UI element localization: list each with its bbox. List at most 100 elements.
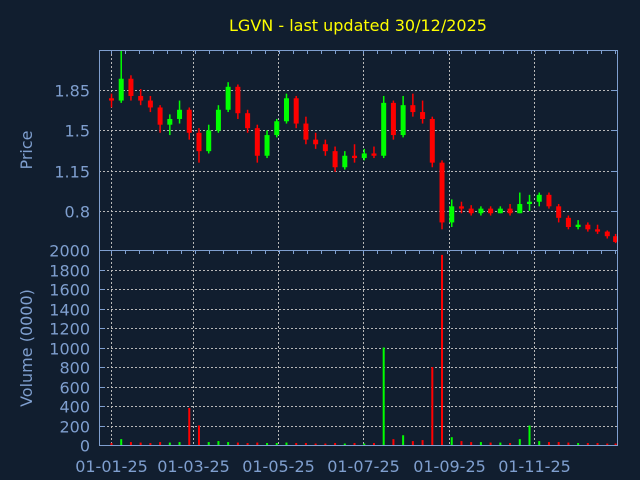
- candle-body: [613, 236, 619, 242]
- volume-bar: [470, 442, 473, 445]
- candle-body: [507, 208, 513, 214]
- candle-body: [167, 118, 173, 125]
- volume-tick-label: 200: [59, 418, 90, 437]
- candle-body: [128, 78, 134, 96]
- volume-bar: [586, 443, 589, 445]
- price-tick-label: 0.8: [65, 203, 90, 222]
- candle-body: [488, 208, 494, 214]
- volume-bar: [178, 442, 181, 445]
- volume-bar: [450, 437, 453, 445]
- candle-body: [283, 98, 289, 122]
- candle-body: [225, 86, 231, 110]
- candle-body: [410, 105, 416, 113]
- volume-bar: [547, 442, 550, 445]
- volume-panel-frame: [99, 250, 618, 446]
- volume-tick-label: 1600: [49, 281, 90, 300]
- volume-bar: [402, 435, 405, 445]
- candle-body: [138, 95, 144, 101]
- chart-title: LGVN - last updated 30/12/2025: [229, 16, 487, 35]
- axes: 01-01-25 01-03-25 01-05-25 01-07-25 01-09-25…: [49, 50, 618, 476]
- volume-bar: [372, 443, 375, 445]
- candle-body: [274, 121, 280, 136]
- candle-body: [420, 112, 426, 119]
- candle-body: [371, 153, 377, 156]
- candle-body: [264, 135, 270, 156]
- volume-bar: [295, 443, 298, 445]
- x-tick-label: 01-07-25: [327, 457, 400, 476]
- candle-body: [254, 128, 260, 156]
- candle-body: [439, 162, 445, 223]
- candle-body: [497, 208, 503, 214]
- volume-tick-label: 400: [59, 398, 90, 417]
- volume-bar: [275, 443, 278, 445]
- volume-tick-label: 1200: [49, 320, 90, 339]
- volume-tick-label: 800: [59, 359, 90, 378]
- candle-body: [206, 130, 212, 152]
- volume-bar: [149, 443, 152, 445]
- volume-bar: [567, 442, 570, 445]
- volume-bar: [227, 442, 230, 445]
- candle-body: [604, 231, 610, 237]
- candle-body: [585, 224, 591, 230]
- volume-bar: [538, 441, 541, 445]
- volume-bar: [411, 441, 414, 445]
- candle-body: [235, 86, 241, 114]
- volume-tick-label: 1400: [49, 301, 90, 320]
- volume-bar: [324, 443, 327, 445]
- candle-body: [565, 217, 571, 228]
- volume-bar: [382, 347, 385, 445]
- volume-tick-label: 600: [59, 379, 90, 398]
- volume-bar: [557, 442, 560, 445]
- candle-body: [556, 206, 562, 218]
- candle-body: [293, 98, 299, 124]
- candle-body: [400, 105, 406, 136]
- candle-body: [381, 102, 387, 156]
- volume-bar: [285, 442, 288, 445]
- volume-bar: [392, 439, 395, 445]
- candle-body: [595, 229, 601, 232]
- volume-bar: [188, 407, 191, 445]
- x-tick-label: 01-01-25: [75, 457, 148, 476]
- volume-bar: [139, 442, 142, 445]
- candles: [108, 50, 619, 244]
- candle-body: [352, 155, 358, 159]
- volume-bar: [577, 443, 580, 445]
- candle-body: [118, 78, 124, 101]
- volume-bar: [606, 443, 609, 445]
- volume-bar: [129, 442, 132, 445]
- candle-body: [361, 153, 367, 159]
- price-panel-frame: [99, 50, 618, 251]
- volume-bar: [353, 443, 356, 445]
- candle-body: [458, 206, 464, 209]
- x-tick-label: 01-09-25: [413, 457, 486, 476]
- volume-bar: [334, 443, 337, 445]
- price-tick-label: 1.15: [54, 163, 90, 182]
- volume-bar: [614, 443, 617, 445]
- candle-body: [449, 206, 455, 223]
- price-tick-label: 1.5: [65, 122, 90, 141]
- volume-bar: [207, 442, 210, 445]
- volume-tick-label: 2000: [49, 242, 90, 261]
- price-axis-label: Price: [17, 130, 36, 169]
- volume-bar: [159, 442, 162, 445]
- volume-bar: [197, 425, 200, 445]
- volume-bar: [460, 441, 463, 445]
- volume-bar: [120, 439, 123, 445]
- x-tick-label: 01-05-25: [242, 457, 315, 476]
- candle-body: [322, 144, 328, 152]
- volume-bar: [236, 442, 239, 445]
- volume-bar: [217, 441, 220, 445]
- candle-body: [342, 155, 348, 168]
- volume-bar: [110, 443, 113, 445]
- price-tick-label: 1.85: [54, 82, 90, 101]
- candle-body: [147, 100, 153, 108]
- volume-bar: [304, 443, 307, 445]
- volume-bar: [363, 443, 366, 445]
- x-tick-label: 01-03-25: [157, 457, 230, 476]
- volume-bar: [509, 443, 512, 445]
- candle-body: [303, 123, 309, 140]
- volume-bar: [499, 442, 502, 445]
- candle-body: [157, 107, 163, 125]
- candle-body: [527, 201, 533, 205]
